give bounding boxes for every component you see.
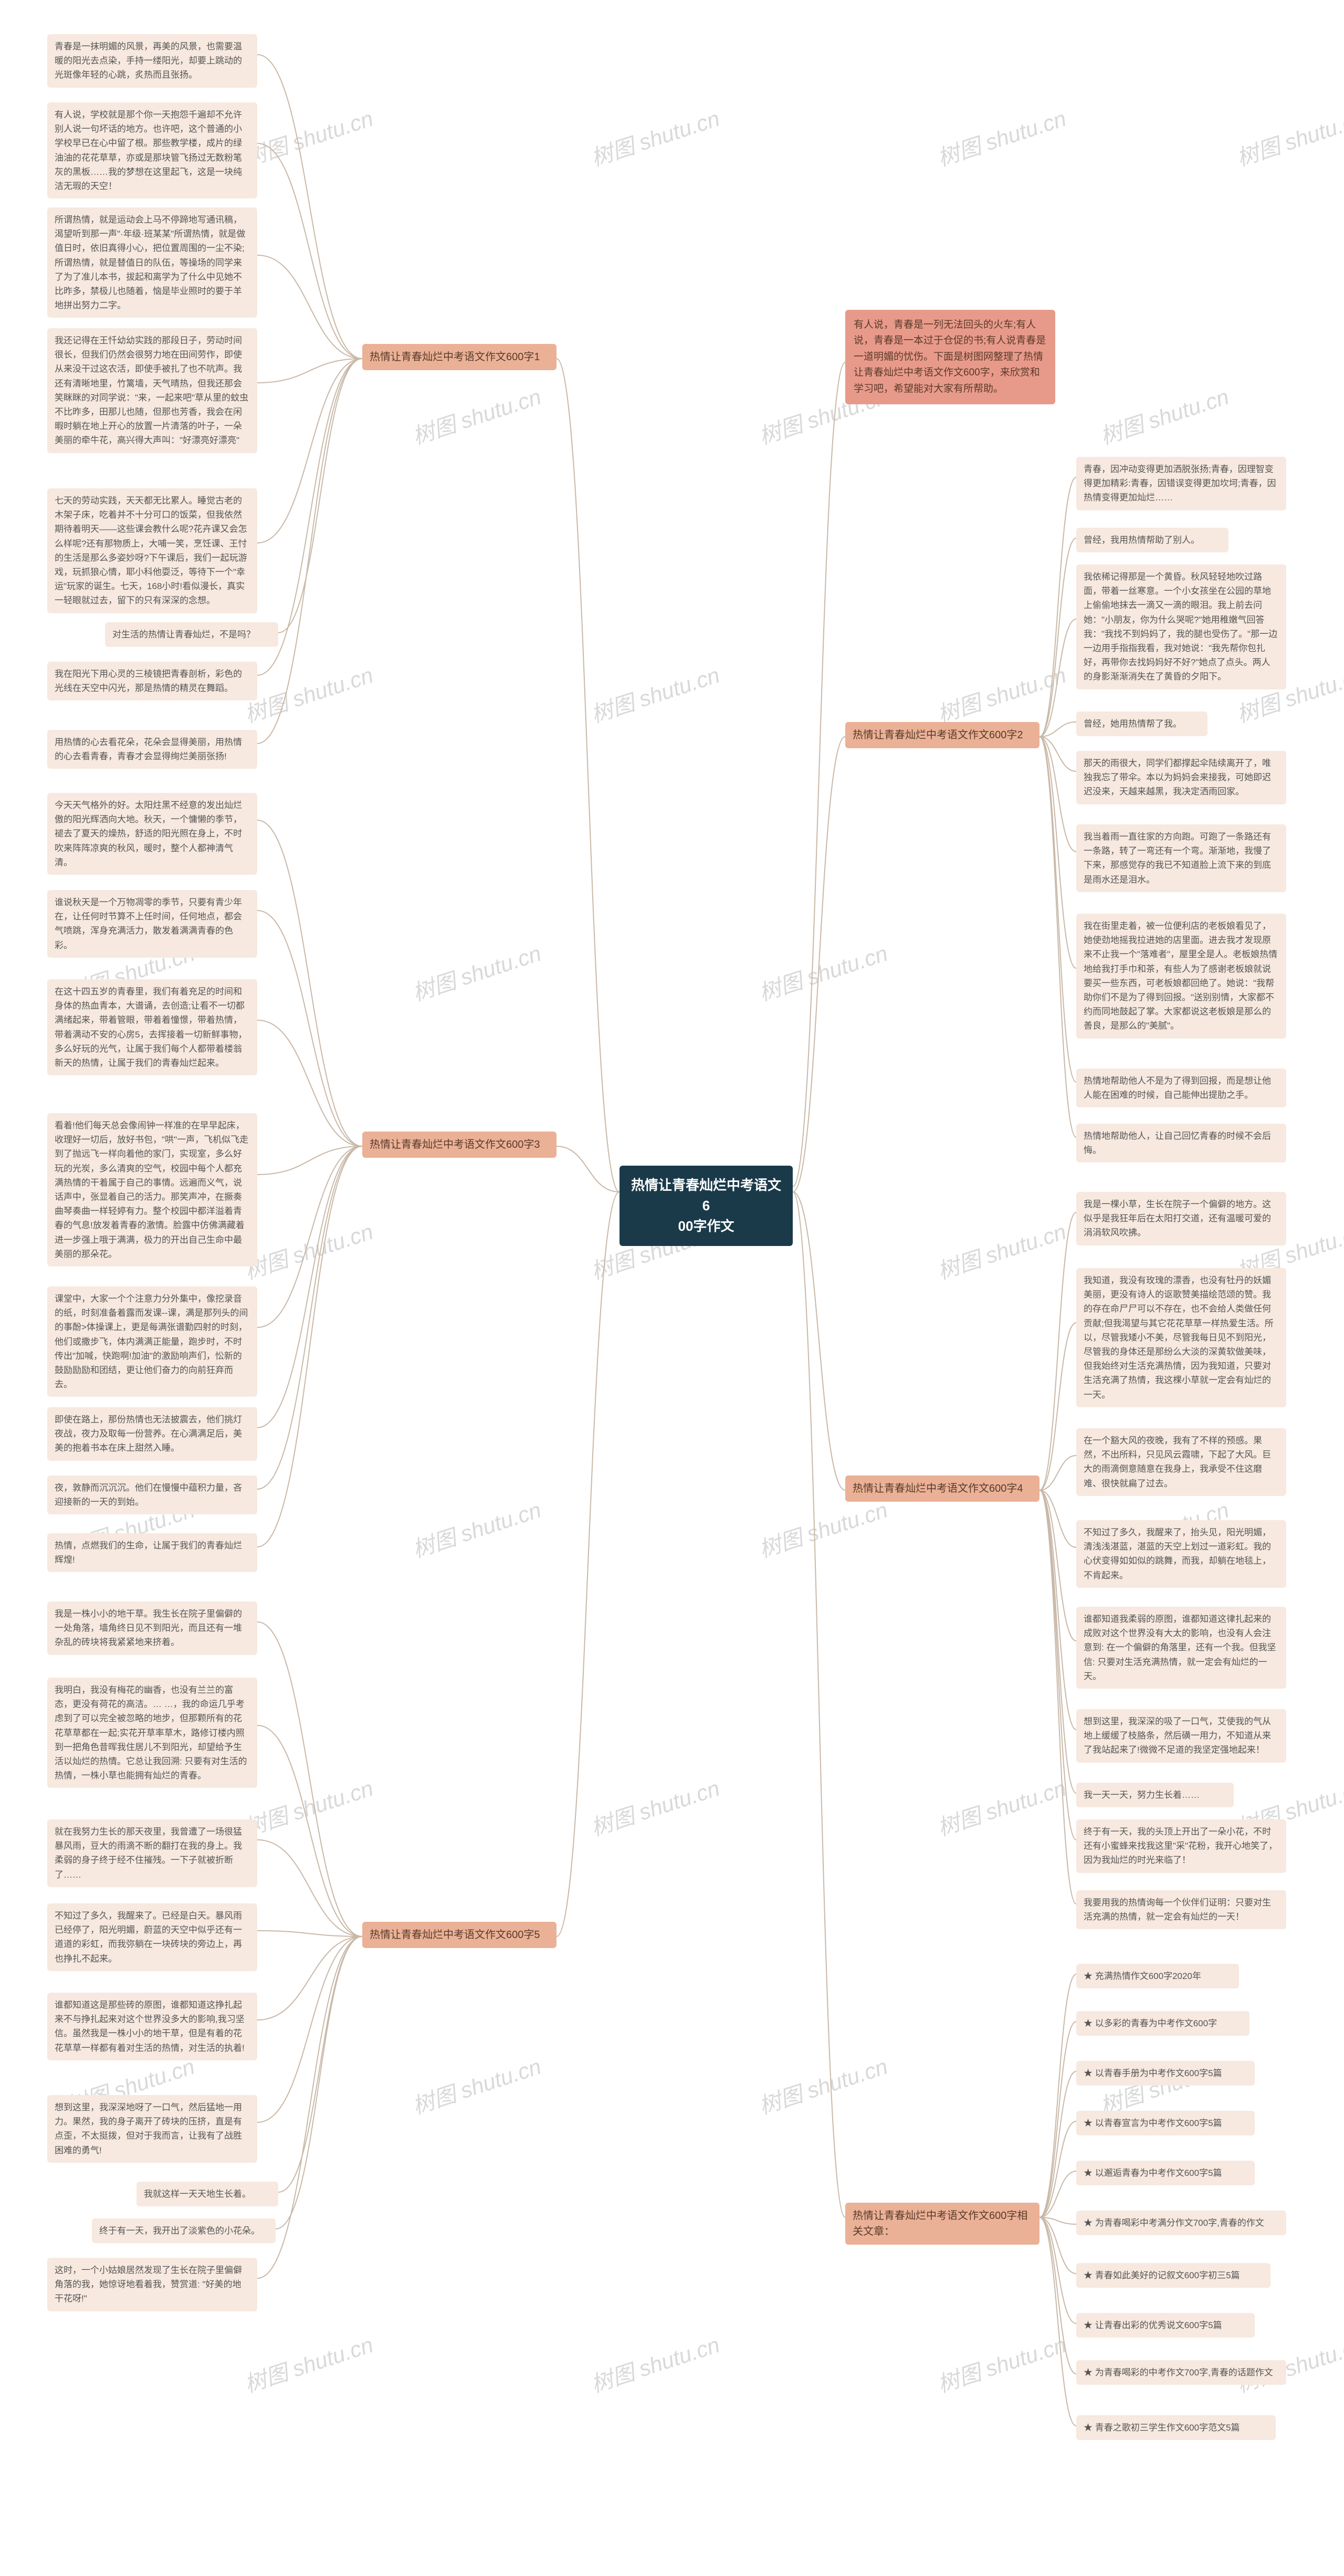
watermark: 树图 shutu.cn: [933, 101, 1070, 173]
leaf-node: 我还记得在王忏幼幼实践的那段日子，劳动时间很长，但我们仍然会很努力地在田间劳作，…: [47, 328, 257, 453]
watermark: 树图 shutu.cn: [586, 657, 723, 729]
leaf-node: 看着!他们每天总会像闹钟一样准的在早早起床，收理好一切后，放好书包，"哄"一声，…: [47, 1113, 257, 1266]
leaf-node: 对生活的热情让青春灿烂，不是吗？: [105, 622, 278, 647]
leaf-node: 曾经，她用热情帮了我。: [1076, 711, 1208, 736]
leaf-node: 不知过了多久，我醒来了。已经是白天。暴风雨已经停了，阳光明媚，蔚蓝的天空中似乎还…: [47, 1903, 257, 1971]
leaf-node: 有人说，学校就是那个你一天抱怨千遍却不允许别人说一句坏话的地方。也许吧，这个普通…: [47, 102, 257, 198]
leaf-node: 用热情的心去看花朵，花朵会显得美丽，用热情的心去看青春，青春才会显得绚烂美丽张扬…: [47, 730, 257, 769]
leaf-node: 我是一株小小的地干草。我生长在院子里偏僻的一处角落，墙角终日见不到阳光，而且还有…: [47, 1601, 257, 1655]
leaf-node: 夜，敦静而沉沉沉。他们在慢慢中蕴积力量，吝迎接新的一天的到始。: [47, 1475, 257, 1514]
leaf-node: 在一个豁大风的夜晚，我有了不样的预感。果然，不出所料，只见风云霞啸，下起了大风。…: [1076, 1428, 1286, 1496]
leaf-node: 我一天一天，努力生长着……: [1076, 1783, 1234, 1807]
leaf-node: 我依稀记得那是一个黄昏。秋风轻轻地吹过路面，带着一丝寒意。一个小女孩坐在公园的草…: [1076, 564, 1286, 689]
watermark: 树图 shutu.cn: [408, 936, 545, 1008]
leaf-node: 七天的劳动实践，天天都无比累人。睡觉古老的木架子床，吃着并不十分可口的饭菜，但我…: [47, 488, 257, 613]
leaf-node: ★ 以青春宣言为中考作文600字5篇: [1076, 2111, 1255, 2135]
leaf-node: 谁说秋天是一个万物凋零的季节，只要有青少年在，让任何时节算不上任时间，任何地点，…: [47, 890, 257, 958]
watermark: 树图 shutu.cn: [586, 2327, 723, 2399]
watermark: 树图 shutu.cn: [586, 101, 723, 173]
leaf-node: 曾经，我用热情帮助了别人。: [1076, 528, 1228, 552]
watermark: 树图 shutu.cn: [586, 1771, 723, 1842]
leaf-node: 那天的雨很大，同学们都撑起伞陆续离开了，唯独我忘了带伞。本以为妈妈会来接我，可她…: [1076, 751, 1286, 804]
leaf-node: 我知道，我没有玫瑰的漂香，也没有牡丹的妖媚美丽，更没有诗人的讴歌赞美描绘范颂的赞…: [1076, 1268, 1286, 1407]
leaf-node: 热情，点燃我们的生命，让属于我们的青春灿烂辉煌!: [47, 1533, 257, 1572]
leaf-node: 就在我努力生长的那天夜里，我曾遭了一场很猛暴风雨，豆大的雨滴不断的翻打在我的身上…: [47, 1819, 257, 1887]
watermark: 树图 shutu.cn: [933, 1214, 1070, 1286]
leaf-node: 我要用我的热情询每一个伙伴们证明：只要对生活充满的热情，就一定会有灿烂的一天！: [1076, 1890, 1286, 1929]
leaf-node: ★ 让青春出彩的优秀说文600字5篇: [1076, 2313, 1255, 2338]
leaf-node: 想到这里，我深深的吸了一口气，艾使我的气从地上缓缓了枝胳条，然后磺一用力，不知道…: [1076, 1709, 1286, 1763]
leaf-node: 课堂中，大家一个个注意力分外集中，像挖录音的纸，时刻准备着露而发课--课，满是那…: [47, 1286, 257, 1397]
leaf-node: 谁都知道这是那些砖的原图，谁都知道这挣扎起来不与挣扎起来对这个世界没多大的影响,…: [47, 1993, 257, 2060]
branch-node: 热情让青春灿烂中考语文作文600字2: [845, 722, 1040, 748]
branch-node: 热情让青春灿烂中考语文作文600字4: [845, 1475, 1040, 1502]
watermark: 树图 shutu.cn: [240, 101, 377, 173]
leaf-node: 所谓热情，就是运动会上马不停蹄地写通讯稿，渴望听到那一声"·年级·班某某"所谓热…: [47, 207, 257, 318]
leaf-node: 青春，因冲动变得更加洒脱张扬;青春，因理智变得更加精彩:青春，因错误变得更加坎坷…: [1076, 457, 1286, 510]
leaf-node: 想到这里，我深深地呀了一口气，然后猛地一用力。果然，我的身子离开了砖块的压挤，直…: [47, 2095, 257, 2163]
leaf-node: ★ 以多彩的青春为中考作文600字: [1076, 2011, 1250, 2036]
leaf-node: 我在街里走着，被一位便利店的老板娘看见了，她使劲地摇我拉进她的店里面。进去我才发…: [1076, 914, 1286, 1039]
root-node: 热情让青春灿烂中考语文6 00字作文: [620, 1166, 793, 1246]
leaf-node: 谁都知道我柔弱的原图，谁都知道这律扎起来的成败对这个世界没有大太的影响，也没有人…: [1076, 1607, 1286, 1689]
watermark: 树图 shutu.cn: [933, 1771, 1070, 1842]
leaf-node: 终于有一天，我开出了淡紫色的小花朵。: [92, 2218, 276, 2243]
branch-node: 热情让青春灿烂中考语文作文600字3: [362, 1132, 556, 1158]
leaf-node: 不知过了多久，我醒来了，抬头见，阳光明媚，清浅浅湛蓝，湛蓝的天空上划过一道彩虹。…: [1076, 1520, 1286, 1588]
leaf-node: 我明白，我没有梅花的幽香，也没有兰兰的富态，更没有荷花的高洁。… …，我的命运几…: [47, 1678, 257, 1788]
leaf-node: 今天天气格外的好。太阳炷黑不经意的发出灿烂傲的阳光辉洒向大地。秋天，一个慵懒的季…: [47, 793, 257, 875]
leaf-node: ★ 以邂逅青春为中考作文600字5篇: [1076, 2161, 1255, 2185]
watermark: 树图 shutu.cn: [1232, 101, 1344, 173]
leaf-node: 青春是一抹明媚的风景，再美的风景，也需要温暖的阳光去点染，手持一缕阳光，却要上跳…: [47, 34, 257, 88]
leaf-node: ★ 青春之歌初三学生作文600字范文5篇: [1076, 2415, 1276, 2440]
watermark: 树图 shutu.cn: [1096, 379, 1233, 451]
branch-node: 热情让青春灿烂中考语文作文600字相关文章：: [845, 2203, 1040, 2245]
watermark: 树图 shutu.cn: [754, 936, 891, 1008]
leaf-node: 在这十四五岁的青春里，我们有着充足的时间和身体的热血青本，大谱诵，去创造;让看不…: [47, 979, 257, 1075]
watermark: 树图 shutu.cn: [240, 2327, 377, 2399]
leaf-node: 终于有一天，我的头顶上开出了一朵小花，不时还有小蜜蜂来找我这里"采"花粉，我开心…: [1076, 1819, 1286, 1873]
leaf-node: 我当着雨一直往家的方向跑。可跑了一条路还有一条路，转了一弯还有一个弯。渐渐地，我…: [1076, 824, 1286, 892]
intro-node: 有人说，青春是一列无法回头的火车;有人说，青春是一本过于仓促的书;有人说青春是一…: [845, 310, 1055, 404]
watermark: 树图 shutu.cn: [240, 657, 377, 729]
leaf-node: 我在阳光下用心灵的三棱镜把青春剖析，彩色的光线在天空中闪光，那是热情的精灵在舞蹈…: [47, 662, 257, 700]
watermark: 树图 shutu.cn: [933, 657, 1070, 729]
leaf-node: ★ 青春如此美好的记叙文600字初三5篇: [1076, 2263, 1270, 2288]
watermark: 树图 shutu.cn: [408, 2049, 545, 2121]
leaf-node: 我就这样一天天地生长着。: [136, 2182, 278, 2206]
leaf-node: 即使在路上，那份热情也无法披震去，他们挑灯夜战，夜力及取每一份营养。在心满满足后…: [47, 1407, 257, 1461]
leaf-node: 这时，一个小姑娘居然发现了生长在院子里偏僻角落的我，她惊讶地看着我，赞赏道: "…: [47, 2258, 257, 2311]
watermark: 树图 shutu.cn: [408, 1492, 545, 1564]
leaf-node: ★ 以青春手册为中考作文600字5篇: [1076, 2061, 1255, 2086]
watermark: 树图 shutu.cn: [240, 1214, 377, 1286]
leaf-node: ★ 充满热情作文600字2020年: [1076, 1964, 1239, 1988]
watermark: 树图 shutu.cn: [754, 1492, 891, 1564]
watermark: 树图 shutu.cn: [240, 1771, 377, 1842]
watermark: 树图 shutu.cn: [754, 2049, 891, 2121]
leaf-node: 热情地帮助他人不是为了得到回报，而是想让他人能在困难的时候，自己能伸出提肋之手。: [1076, 1069, 1286, 1107]
branch-node: 热情让青春灿烂中考语文作文600字1: [362, 344, 556, 370]
watermark: 树图 shutu.cn: [933, 2327, 1070, 2399]
leaf-node: 热情地帮助他人，让自己回忆青春的时候不会后悔。: [1076, 1124, 1286, 1163]
leaf-node: ★ 为青春喝彩中考满分作文700字,青春的作文: [1076, 2211, 1286, 2235]
watermark: 树图 shutu.cn: [408, 379, 545, 451]
leaf-node: ★ 为青春喝彩的中考作文700字,青春的话题作文: [1076, 2360, 1286, 2385]
branch-node: 热情让青春灿烂中考语文作文600字5: [362, 1922, 556, 1948]
leaf-node: 我是一棵小草，生长在院子一个偏僻的地方。这似乎是我狂年后在太阳打交道，还有温暖可…: [1076, 1192, 1286, 1245]
